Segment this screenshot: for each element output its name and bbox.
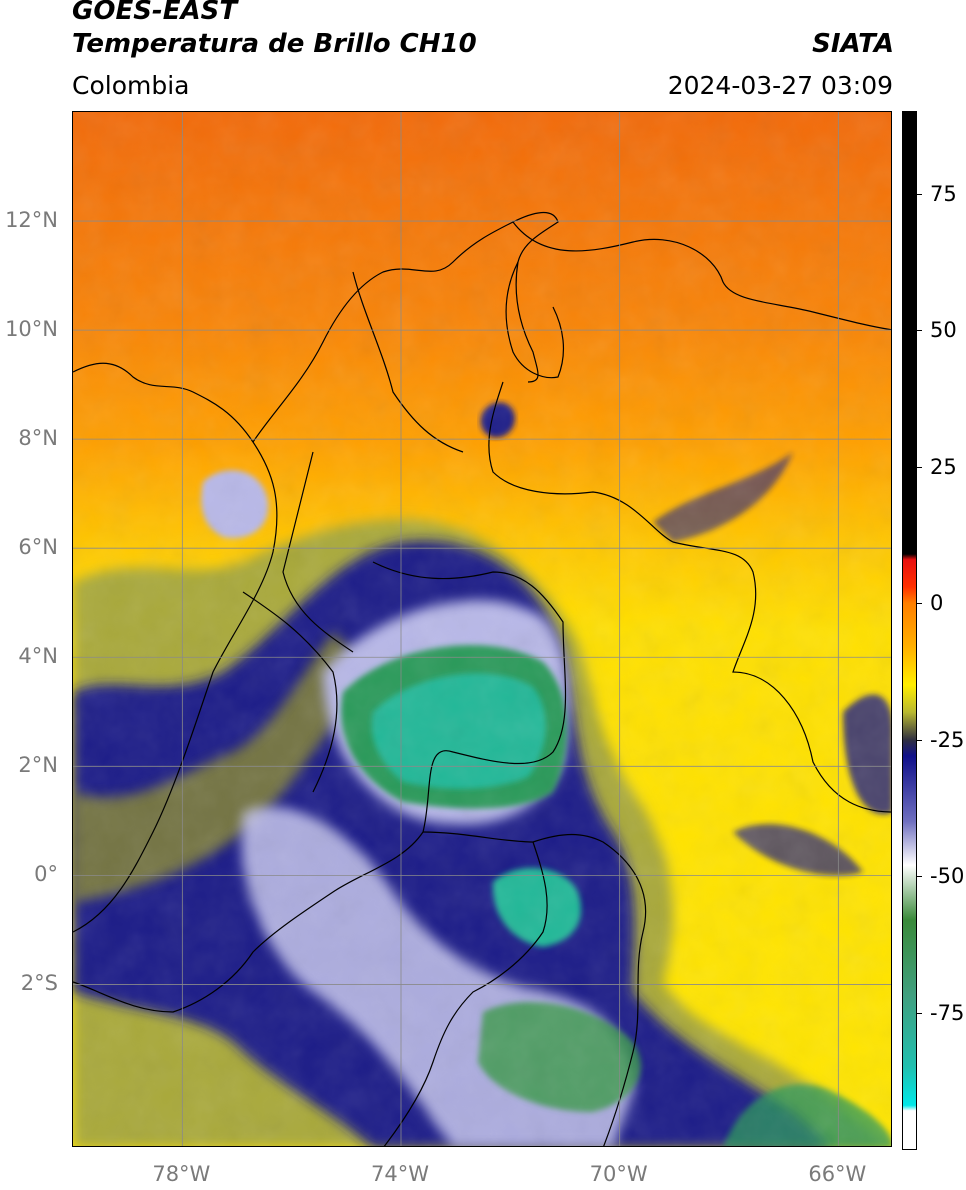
brand-label: SIATA [812,29,894,59]
lat-tick-label: 2°S [20,971,58,996]
borders [73,212,891,1146]
lat-tick-label: 8°N [18,426,58,451]
colorbar-tick-label: -25 [930,727,965,752]
lat-tick-label: 0° [34,862,58,887]
colorbar [902,111,917,1150]
colorbar-tick [916,603,922,605]
colorbar-tick [916,739,922,741]
colorbar-tick-label: 25 [930,454,957,479]
lat-tick-label: 4°N [18,644,58,669]
colorbar-tick [916,876,922,878]
lat-tick-label: 2°N [18,753,58,778]
colorbar-tick [916,1012,922,1014]
gridlines [73,112,891,1146]
lon-tick-label: 74°W [371,1162,429,1186]
colorbar-tick-label: 50 [930,318,957,343]
colorbar-tick-label: -75 [930,1000,965,1025]
colorbar-tick-label: 0 [930,591,944,616]
region-label: Colombia [72,71,190,100]
colorbar-tick [916,193,922,195]
title-line1: GOES-EAST [72,0,238,26]
lat-tick-label: 12°N [5,208,58,233]
timestamp-label: 2024-03-27 03:09 [667,71,893,100]
colorbar-tick [916,466,922,468]
lon-tick-label: 78°W [152,1162,211,1186]
cloud-layer [73,112,891,1146]
lat-tick-label: 6°N [18,535,58,560]
lon-tick-label: 66°W [808,1162,867,1186]
colorbar-tick-label: 75 [930,181,957,206]
colorbar-tick [916,330,922,332]
lat-tick-label: 10°N [5,317,58,342]
title-line2: Temperatura de Brillo CH10 [72,29,477,59]
satellite-map[interactable] [72,111,892,1147]
lon-tick-label: 70°W [589,1162,648,1186]
colorbar-tick-label: -50 [930,864,965,889]
